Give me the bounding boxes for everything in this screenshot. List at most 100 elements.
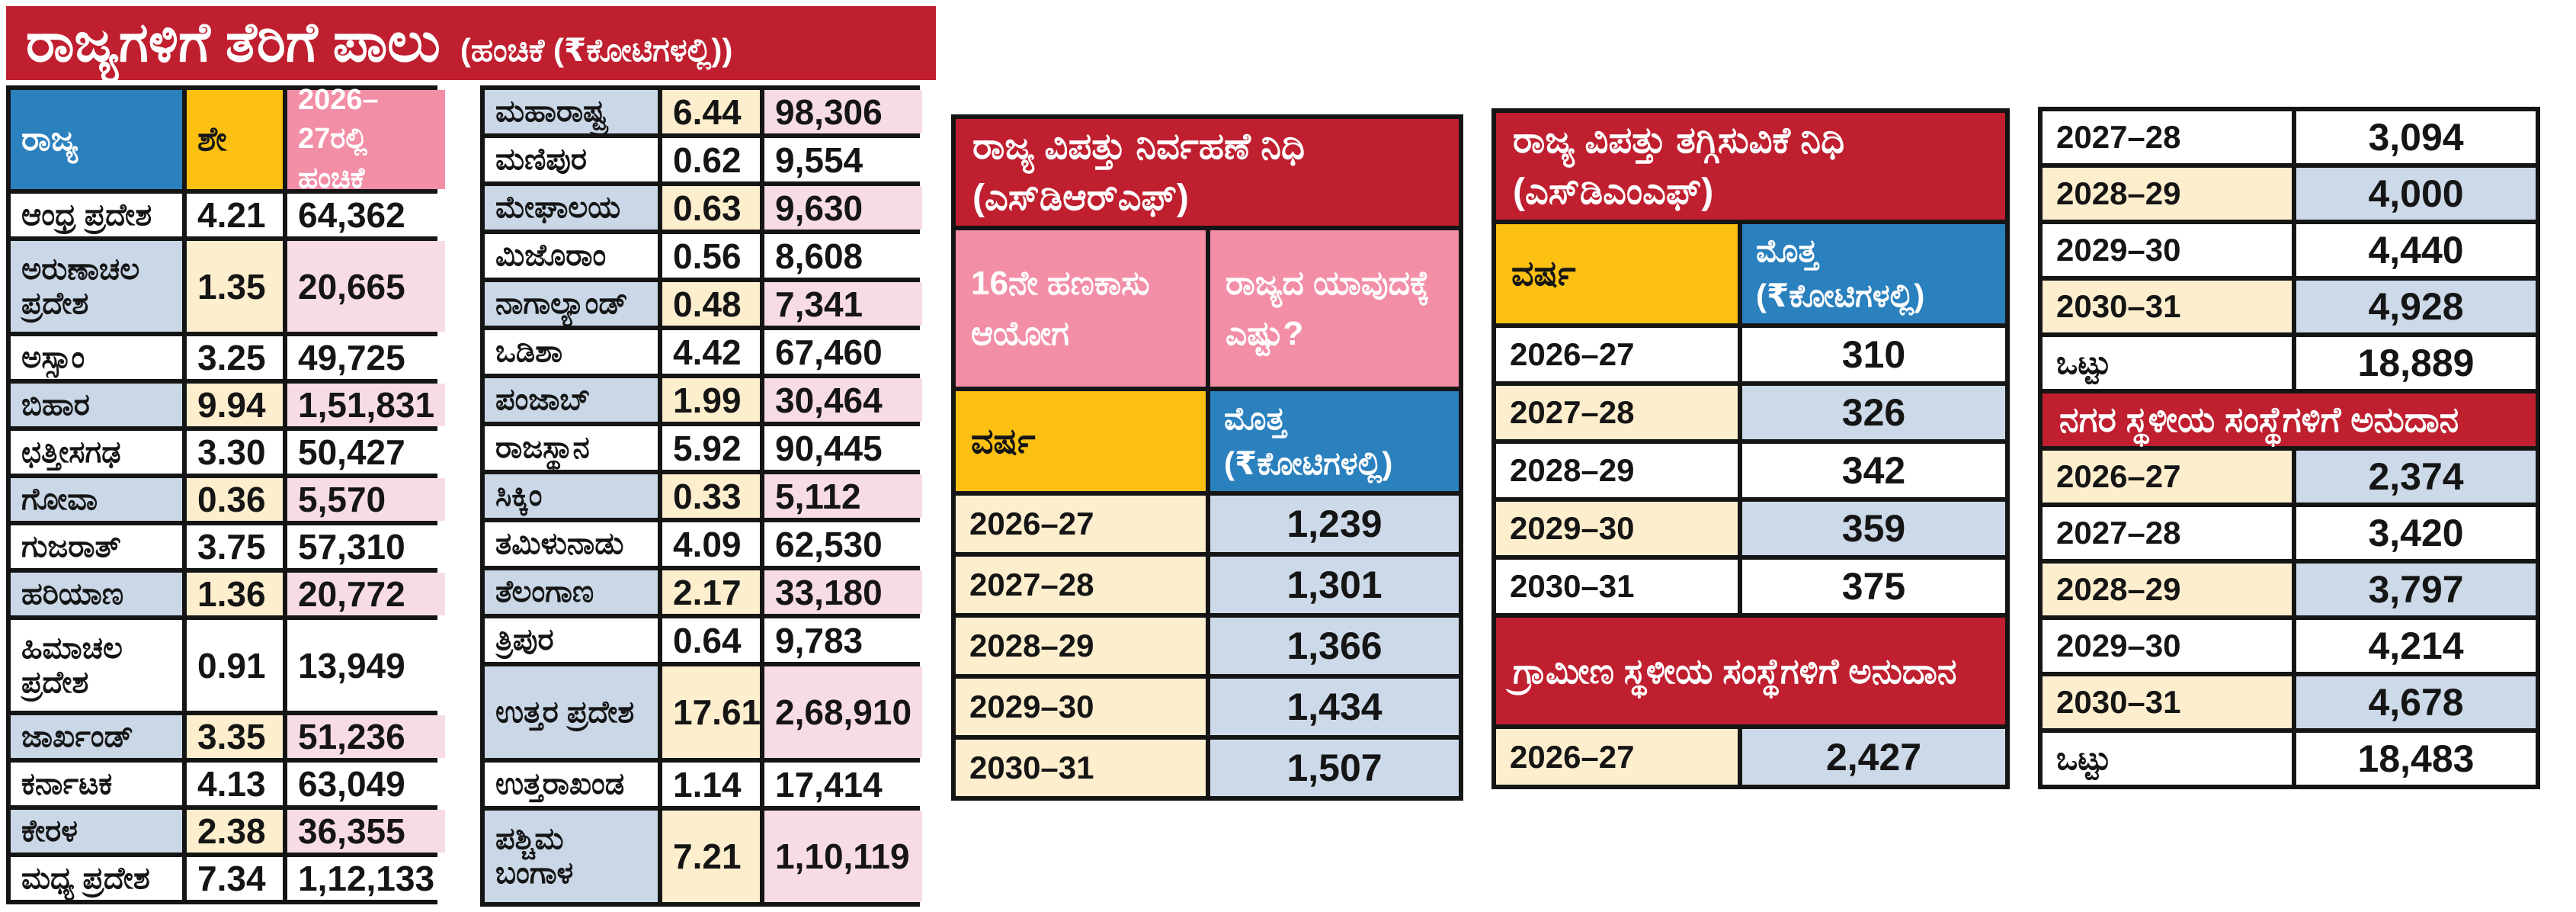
state-name-cell: ತ್ರಿಪುರ [485, 618, 658, 662]
amount-cell: 342 [1742, 444, 2005, 497]
amount-cell: 359 [1742, 502, 2005, 555]
amount-cell: 4,000 [2296, 168, 2536, 220]
percent-cell: 5.92 [662, 426, 760, 470]
amount-cell: 3,797 [2296, 564, 2536, 615]
allocation-cell: 1,51,831 [287, 384, 446, 426]
state-name-cell: ಉತ್ತರಾಖಂಡ [485, 763, 658, 806]
year-cell: 2026–27 [956, 496, 1206, 552]
amount-cell: 18,483 [2296, 733, 2536, 785]
state-name-cell: ಮಧ್ಯ ಪ್ರದೇಶ [11, 857, 182, 900]
percent-cell: 0.63 [662, 186, 760, 230]
allocation-cell: 98,306 [764, 90, 923, 133]
allocation-cell: 49,725 [287, 336, 446, 379]
state-name-cell: ಪಂಜಾಬ್ [485, 378, 658, 422]
amount-cell: 2,427 [1742, 729, 2005, 785]
percent-cell: 0.62 [662, 138, 760, 181]
state-name-cell: ಪಶ್ಚಿಮ ಬಂಗಾಳ [485, 811, 658, 902]
year-cell: 2029–30 [2043, 620, 2292, 672]
percent-cell: 17.61 [662, 666, 761, 758]
state-name-cell: ಅಸ್ಸಾಂ [11, 336, 182, 379]
year-cell: 2027–28 [956, 557, 1206, 613]
percent-cell: 4.42 [662, 330, 760, 374]
allocation-cell: 63,049 [287, 763, 446, 805]
states-table-right: ಮಹಾರಾಷ್ಟ್ರ 6.44 98,306 ಮಣಿಪುರ 0.62 9,554 ಮೇಘಾಲ… [480, 85, 923, 907]
state-name-cell: ಬಿಹಾರ [11, 384, 182, 426]
sdmf-title-line2: (ಎಸ್‌ಡಿಎಂಎಫ್) [1513, 172, 1714, 212]
allocation-cell: 17,414 [764, 763, 923, 806]
sdrf-title-line2: (ಎಸ್‌ಡಿಆರ್‌ಎಫ್) [972, 178, 1189, 218]
percent-cell: 7.21 [662, 811, 760, 902]
amount-cell: 326 [1742, 386, 2005, 439]
percent-cell: 4.09 [662, 522, 760, 566]
allocation-cell: 57,310 [287, 525, 446, 568]
amount-cell: 3,094 [2296, 111, 2536, 163]
sdrf-title-line1: ರಾಜ್ಯ ವಿಪತ್ತು ನಿರ್ವಹಣೆ ನಿಧಿ [972, 126, 1306, 167]
state-name-cell: ಒಡಿಶಾ [485, 330, 658, 374]
urban-grants-section-header: ನಗರ ಸ್ಥಳೀಯ ಸಂಸ್ಥೆಗಳಿಗೆ ಅನುದಾನ [2043, 393, 2536, 446]
sdmf-column-header-year: ವರ್ಷ [1496, 224, 1738, 323]
amount-cell: 4,928 [2296, 281, 2536, 332]
year-cell: 2026–27 [2043, 451, 2292, 503]
percent-cell: 0.64 [662, 618, 760, 662]
state-name-cell: ರಾಜಸ್ಥಾನ [485, 426, 658, 470]
state-name-cell: ತಮಿಳುನಾಡು [485, 522, 658, 566]
year-cell: 2027–28 [2043, 111, 2292, 163]
percent-cell: 3.35 [187, 715, 283, 758]
percent-cell: 2.38 [187, 810, 283, 853]
allocation-cell: 13,949 [287, 620, 446, 711]
sdmf-table: ರಾಜ್ಯ ವಿಪತ್ತು ತಗ್ಗಿಸುವಿಕೆ ನಿಧಿ (ಎಸ್‌ಡಿಎಂ… [1491, 108, 2010, 789]
sdrf-column-header-amount: ಮೊತ್ತ (₹ಕೋಟಿಗಳಲ್ಲಿ) [1210, 391, 1459, 491]
year-cell: ಒಟ್ಟು [2043, 337, 2292, 389]
percent-cell: 1.36 [187, 573, 283, 615]
state-name-cell: ಕರ್ನಾಟಕ [11, 763, 182, 805]
percent-cell: 0.36 [187, 478, 283, 521]
percent-cell: 7.34 [187, 857, 283, 900]
percent-cell: 3.30 [187, 431, 283, 474]
year-cell: 2026–27 [1496, 328, 1738, 381]
allocation-cell: 7,341 [764, 282, 923, 326]
allocation-cell: 30,464 [764, 378, 923, 422]
year-cell: 2030–31 [2043, 281, 2292, 332]
year-cell: 2027–28 [2043, 507, 2292, 559]
title-band: ರಾಜ್ಯಗಳಿಗೆ ತೆರಿಗೆ ಪಾಲು (ಹಂಚಿಕೆ (₹ಕೋಟಿಗಳಲ… [6, 6, 936, 80]
sdrf-section-header: ರಾಜ್ಯ ವಿಪತ್ತು ನಿರ್ವಹಣೆ ನಿಧಿ (ಎಸ್‌ಡಿಆರ್‌ಎ… [956, 119, 1459, 226]
state-name-cell: ಗುಜರಾತ್ [11, 525, 182, 568]
allocation-cell: 20,665 [287, 241, 446, 332]
year-cell: 2028–29 [2043, 564, 2292, 615]
state-name-cell: ಜಾರ್ಖಂಡ್ [11, 715, 182, 758]
year-cell: 2029–30 [2043, 224, 2292, 276]
percent-cell: 6.44 [662, 90, 760, 133]
year-cell: 2029–30 [956, 679, 1206, 735]
allocation-cell: 2,68,910 [764, 666, 923, 758]
state-name-cell: ಮಹಾರಾಷ್ಟ್ರ [485, 90, 658, 133]
allocation-cell: 64,362 [287, 194, 446, 236]
percent-cell: 3.25 [187, 336, 283, 379]
percent-cell: 1.35 [187, 241, 283, 332]
state-name-cell: ಹರಿಯಾಣ [11, 573, 182, 615]
percent-cell: 0.48 [662, 282, 760, 326]
allocation-cell: 1,12,133 [287, 857, 446, 900]
allocation-cell: 5,112 [764, 474, 923, 518]
year-cell: 2028–29 [2043, 168, 2292, 220]
year-cell: 2029–30 [1496, 502, 1738, 555]
column-header-state: ರಾಜ್ಯ [11, 90, 182, 189]
percent-cell: 1.14 [662, 763, 760, 806]
amount-cell: 3,420 [2296, 507, 2536, 559]
state-name-cell: ಛತ್ತೀಸಗಢ [11, 431, 182, 474]
year-cell: 2026–27 [1496, 729, 1738, 785]
year-cell: 2027–28 [1496, 386, 1738, 439]
sdmf-column-header-amount: ಮೊತ್ತ (₹ಕೋಟಿಗಳಲ್ಲಿ) [1742, 224, 2005, 323]
states-table-left: ರಾಜ್ಯ ಶೇ 2026–27ರಲ್ಲಿ ಹಂಚಿಕೆ ಆಂಧ್ರ ಪ್ರದೇ… [6, 84, 446, 904]
percent-cell: 9.94 [187, 384, 283, 426]
year-cell: 2030–31 [1496, 560, 1738, 613]
amount-cell: 1,301 [1210, 557, 1459, 613]
rural-grants-section-header: ಗ್ರಾಮೀಣ ಸ್ಥಳೀಯ ಸಂಸ್ಥೆಗಳಿಗೆ ಅನುದಾನ [1496, 618, 2005, 724]
state-name-cell: ಅರುಣಾಚಲ ಪ್ರದೇಶ [11, 241, 182, 332]
state-name-cell: ಗೋವಾ [11, 478, 182, 521]
state-name-cell: ಹಿಮಾಚಲ ಪ್ರದೇಶ [11, 620, 182, 711]
amount-cell: 4,678 [2296, 676, 2536, 728]
state-name-cell: ಉತ್ತರ ಪ್ರದೇಶ [485, 666, 658, 758]
state-name-cell: ಸಿಕ್ಕಿಂ [485, 474, 658, 518]
allocation-cell: 20,772 [287, 573, 446, 615]
